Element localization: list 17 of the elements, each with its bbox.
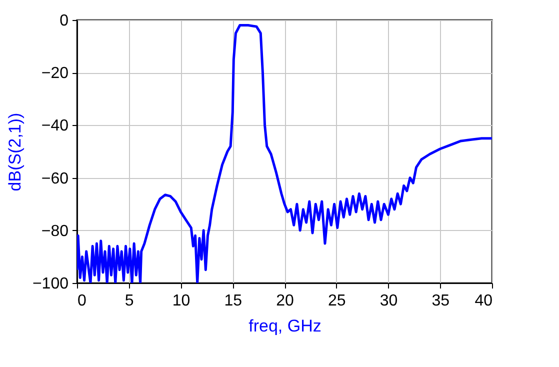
y-tick-label: 0 xyxy=(60,12,69,30)
x-axis-title: freq, GHz xyxy=(248,316,322,336)
x-tick-label: 25 xyxy=(328,292,346,310)
x-tick-label: 0 xyxy=(78,292,86,310)
x-tick-label: 35 xyxy=(432,292,450,310)
y-tick-label: −80 xyxy=(41,222,69,240)
y-tick-label: −20 xyxy=(41,65,69,82)
y-axis-title: dB(S(2,1)) xyxy=(5,112,24,192)
y-tick-label: −100 xyxy=(32,276,69,292)
x-tick-label: 15 xyxy=(224,292,242,310)
x-tick-label: 5 xyxy=(124,292,134,310)
y-tick-label: −40 xyxy=(41,118,69,135)
x-tick-label: 20 xyxy=(276,292,294,310)
x-tick-label: 10 xyxy=(172,292,190,310)
y-tick-label: −60 xyxy=(41,170,69,188)
x-tick-label: 30 xyxy=(380,292,398,310)
x-tick-label: 40 xyxy=(474,292,493,310)
